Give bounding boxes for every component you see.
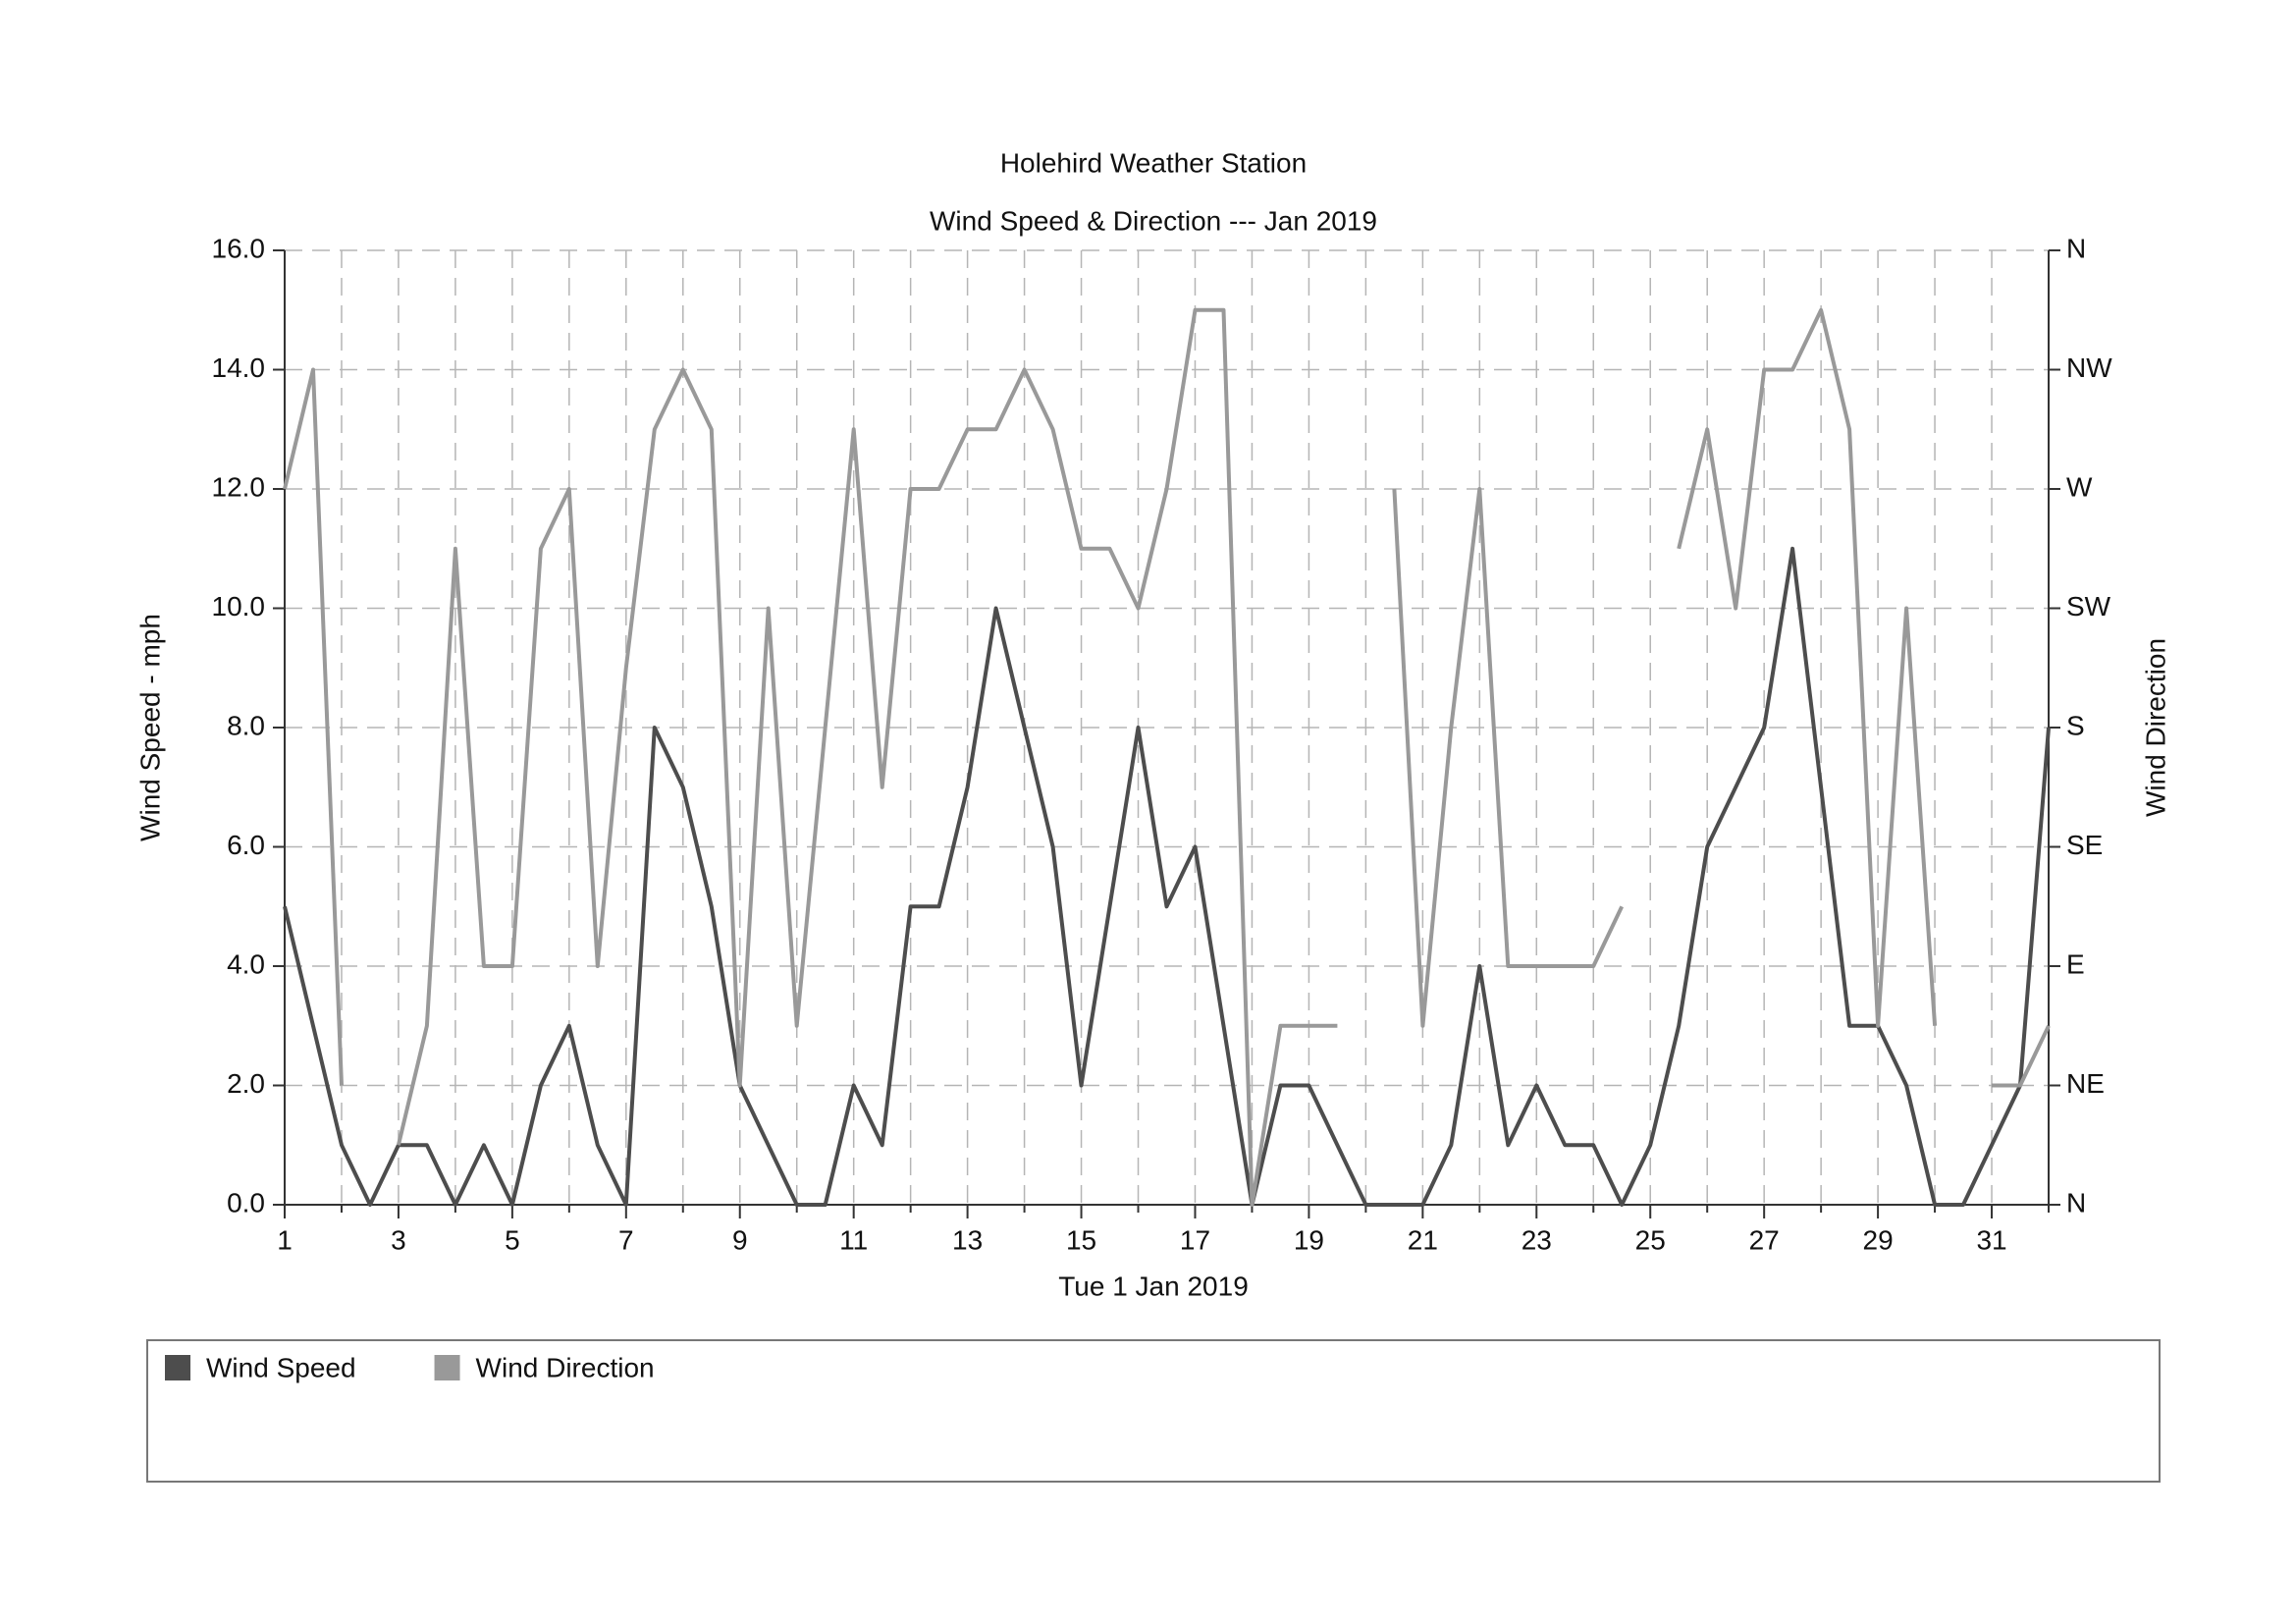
x-tick-label: 3 [391,1224,406,1255]
y2-tick-label: N [2066,233,2086,263]
x-tick-label: 1 [277,1224,293,1255]
x-tick-label: 17 [1180,1224,1210,1255]
x-tick-label: 27 [1749,1224,1780,1255]
x-tick-label: 11 [839,1224,868,1255]
y2-tick-label: SE [2066,830,2103,860]
x-tick-label: 9 [732,1224,748,1255]
x-axis-label: Tue 1 Jan 2019 [1058,1271,1249,1301]
legend-box [146,1339,2161,1483]
y-tick-label: 6.0 [227,830,265,860]
x-tick-label: 31 [1976,1224,2006,1255]
y2-axis-label: Wind Direction [2140,638,2170,817]
y-tick-label: 4.0 [227,948,265,979]
y-tick-label: 16.0 [212,233,266,263]
x-tick-label: 29 [1863,1224,1894,1255]
x-tick-label: 15 [1066,1224,1096,1255]
y2-tick-label: S [2066,710,2085,740]
legend-swatch [165,1355,190,1380]
x-tick-label: 21 [1408,1224,1438,1255]
y2-tick-label: NE [2066,1068,2105,1099]
y2-tick-label: E [2066,948,2085,979]
legend-swatch [434,1355,460,1380]
x-tick-label: 25 [1635,1224,1666,1255]
y-tick-label: 2.0 [227,1068,265,1099]
series-line [283,546,2051,1207]
x-tick-label: 13 [952,1224,983,1255]
y-tick-label: 8.0 [227,710,265,740]
y-tick-label: 0.0 [227,1187,265,1217]
x-tick-label: 19 [1294,1224,1324,1255]
y-axis-label: Wind Speed - mph [134,614,165,841]
y-tick-label: 10.0 [212,591,266,622]
y2-tick-label: NW [2066,352,2112,383]
legend-label: Wind Speed [206,1352,356,1382]
chart-subtitle: Wind Speed & Direction --- Jan 2019 [930,205,1377,236]
x-tick-label: 7 [618,1224,634,1255]
chart-title: Holehird Weather Station [1000,147,1307,178]
legend-label: Wind Direction [476,1352,655,1382]
y-tick-label: 12.0 [212,471,266,502]
x-tick-label: 5 [505,1224,520,1255]
y2-tick-label: N [2066,1187,2086,1217]
y-tick-label: 14.0 [212,352,266,383]
x-tick-label: 23 [1522,1224,1552,1255]
y2-tick-label: SW [2066,591,2111,622]
series-line [283,307,2051,1207]
y2-tick-label: W [2066,471,2093,502]
